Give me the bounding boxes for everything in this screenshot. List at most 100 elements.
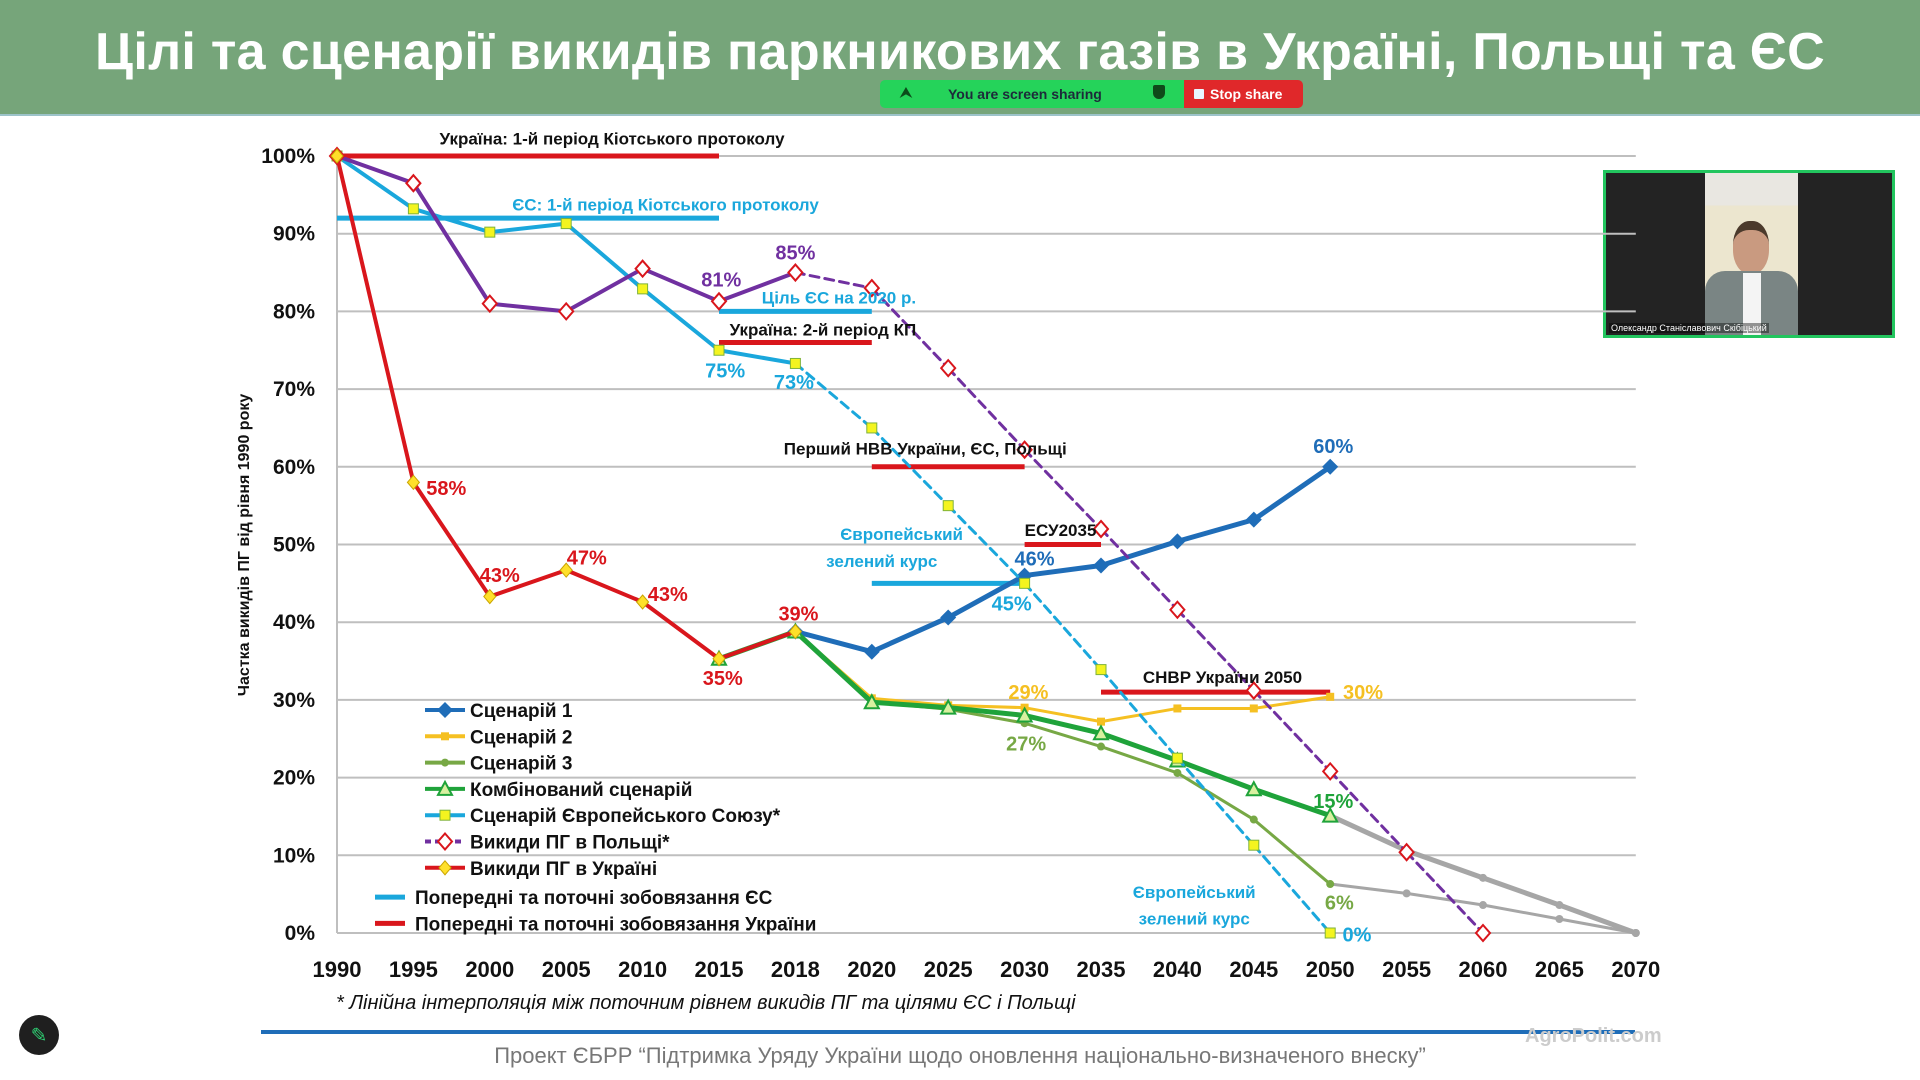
share-arrow-icon[interactable]: ⮝ (900, 84, 912, 100)
series-5-segment (946, 504, 1027, 585)
series-3-point (1173, 768, 1182, 777)
series-1-point (863, 643, 880, 660)
stop-share-button[interactable]: Stop share (1184, 80, 1303, 108)
series-5-point (407, 203, 419, 215)
series-3-point (1479, 901, 1487, 910)
series-6-segment (640, 266, 721, 304)
series-7-point (406, 474, 421, 491)
chart-annotation: Європейський (1133, 883, 1256, 902)
legend-label: Попередні та поточні зобовязання ЄС (415, 888, 773, 909)
chart-annotation: 35% (703, 668, 743, 690)
x-tick-label: 2018 (771, 957, 820, 982)
chart-annotation: зелений курс (1139, 909, 1250, 928)
chart-annotation: СНВР України 2050 (1143, 668, 1302, 687)
chart-annotation: 27% (1006, 733, 1046, 755)
footer-divider (261, 1030, 1635, 1034)
x-tick-label: 2060 (1459, 957, 1508, 982)
series-4-segment (1022, 712, 1104, 736)
series-3-point (1555, 915, 1564, 924)
series-4-point (863, 693, 881, 710)
chart-annotation: Україна: 2-й період КП (730, 320, 917, 339)
chart-annotation: 29% (1008, 682, 1048, 704)
annotate-button[interactable]: ✎ (19, 1015, 59, 1055)
series-5-segment (640, 286, 721, 353)
x-tick-label: 2030 (1000, 957, 1049, 982)
series-1-segment (1022, 562, 1104, 579)
chart-annotation: Ціль ЄС на 2020 р. (762, 289, 916, 308)
chart-annotation: 58% (426, 478, 466, 500)
series-6-point (787, 263, 804, 283)
chart-annotation: Перший НВВ України, ЄС, Польщі (784, 439, 1067, 458)
participant-video-feed (1705, 173, 1798, 335)
series-5-point (942, 500, 954, 512)
series-5-segment (870, 426, 950, 508)
series-6-segment (487, 301, 569, 314)
series-5-point (484, 226, 496, 238)
chart-annotation: 73% (774, 372, 814, 394)
series-4-segment (1174, 758, 1257, 792)
series-4-point (939, 698, 957, 715)
series-4-segment (1480, 875, 1562, 908)
series-5-segment (411, 206, 492, 235)
chart-annotation: зелений курс (826, 552, 937, 571)
series-3-point (1402, 889, 1411, 898)
series-6-point (557, 301, 575, 321)
series-3-point (1097, 742, 1105, 751)
series-4-point (1479, 873, 1487, 882)
series-3-segment (1405, 891, 1485, 907)
series-6-segment (1023, 448, 1103, 531)
chart-annotation: Україна: 1-й період Кіотського протоколу (440, 129, 786, 148)
series-3-point (1249, 815, 1258, 824)
chart-annotation: 39% (778, 604, 818, 626)
series-7-point (635, 594, 650, 610)
chart-annotation: 15% (1313, 791, 1353, 813)
legend-label: Сценарій 1 (470, 701, 573, 722)
series-5-point (713, 344, 725, 356)
series-3-segment (1175, 771, 1256, 822)
x-tick-label: 2050 (1306, 957, 1355, 982)
stop-share-label: Stop share (1210, 86, 1283, 102)
legend-marker (441, 758, 449, 767)
x-tick-label: 2015 (695, 957, 744, 982)
series-3-segment (1328, 882, 1409, 895)
series-6-point (1474, 923, 1492, 943)
series-5-point (1324, 927, 1336, 939)
series-4-point (1321, 806, 1339, 823)
y-tick-label: 50% (273, 534, 315, 557)
series-6-point (1398, 842, 1415, 862)
series-6-point (1092, 519, 1110, 539)
legend-marker (439, 809, 451, 821)
x-tick-label: 2005 (542, 957, 591, 982)
series-5-segment (335, 154, 416, 211)
chart-annotation: 81% (701, 270, 741, 292)
participant-video[interactable]: Олександр Станіславович Скібіцький (1603, 170, 1895, 338)
series-4-segment (1556, 902, 1639, 936)
y-tick-label: 70% (273, 378, 315, 401)
legend-marker (438, 860, 452, 876)
series-1-point (1093, 557, 1109, 574)
series-5-point (1171, 752, 1183, 764)
series-1-point (1169, 533, 1186, 550)
chart-annotation: 60% (1313, 436, 1353, 458)
participant-head (1733, 221, 1769, 274)
series-2-point (1249, 704, 1258, 713)
chart-annotation: 45% (992, 594, 1032, 616)
series-1-point (1245, 511, 1262, 528)
y-tick-label: 0% (285, 922, 316, 945)
series-1-segment (1251, 464, 1333, 523)
series-7-point (788, 623, 803, 640)
series-6-point (1169, 600, 1186, 620)
shield-icon[interactable] (1153, 85, 1165, 99)
series-7-point (483, 588, 497, 605)
chart-annotation: ЕСУ2035 (1025, 521, 1097, 540)
x-tick-label: 2055 (1382, 957, 1431, 982)
y-tick-label: 60% (273, 456, 315, 479)
share-status: ⮝ You are screen sharing (880, 80, 1184, 108)
chart-annotation: 75% (705, 360, 745, 382)
series-4-segment (1404, 848, 1486, 881)
series-7-point (712, 650, 726, 667)
series-5-point (789, 357, 801, 369)
y-tick-label: 20% (273, 767, 315, 790)
series-5-segment (1175, 756, 1256, 847)
series-6-segment (1328, 769, 1409, 854)
